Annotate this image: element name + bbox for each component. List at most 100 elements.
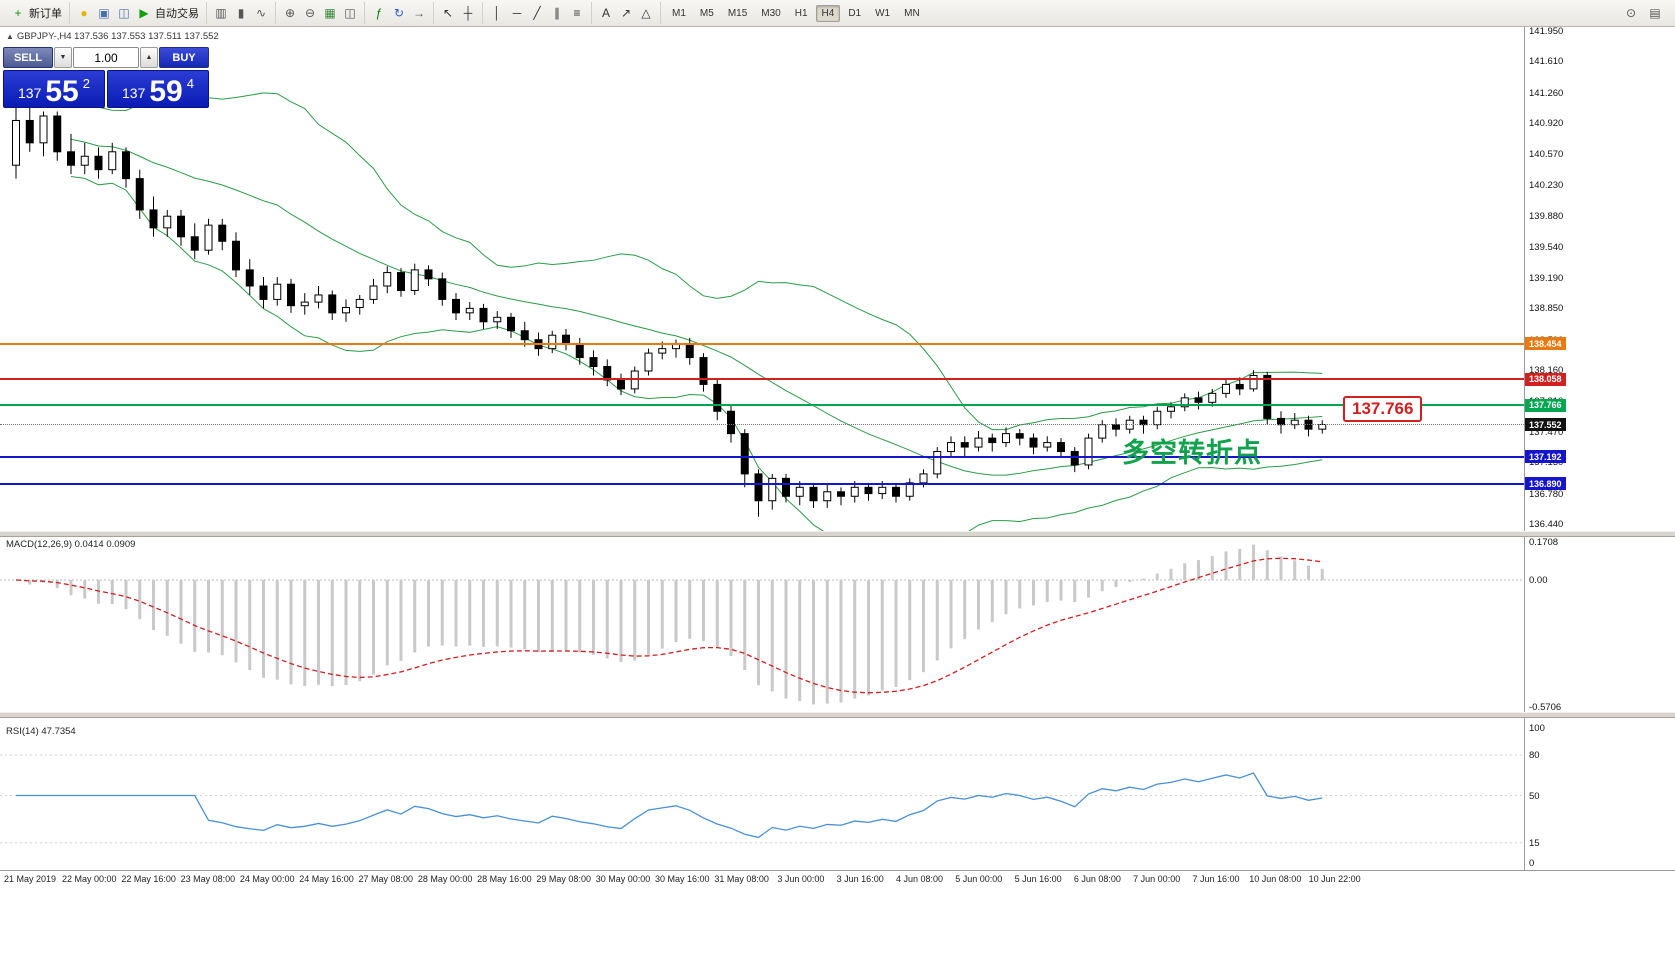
- sell-quote-panel[interactable]: 137 55 2: [3, 70, 105, 108]
- line-chart-button[interactable]: ∿: [251, 3, 271, 23]
- horizontal-line-136.890[interactable]: [0, 482, 1524, 485]
- timeframe-m15[interactable]: M15: [727, 7, 748, 19]
- price-scale-tick: 141.260: [1529, 87, 1564, 99]
- text-button[interactable]: A: [596, 3, 616, 23]
- crosshair-icon: ┼: [463, 6, 473, 20]
- tile-windows-icon: ◫: [344, 6, 356, 20]
- objects-button[interactable]: ↻: [389, 3, 409, 23]
- crosshair-button[interactable]: ┼: [458, 3, 478, 23]
- timeframe-m1[interactable]: M1: [672, 7, 686, 19]
- timeframe-m5[interactable]: M5: [699, 7, 714, 19]
- pane-divider[interactable]: [0, 531, 1675, 537]
- toolbar-group: ▥ ▮ ∿: [207, 2, 276, 24]
- zoom-out-button[interactable]: ⊖: [300, 3, 320, 23]
- rsi-scale-tick: 50: [1529, 790, 1540, 802]
- auto-trading-label: 自动交易: [155, 8, 199, 20]
- timeframe-h4[interactable]: H4: [815, 4, 841, 22]
- zoom-in-icon: ⊕: [284, 6, 296, 20]
- macd-scale-tick: -0.5706: [1529, 702, 1562, 713]
- rsi-scale-tick: 0: [1529, 858, 1535, 869]
- macd-indicator-pane[interactable]: [0, 537, 1524, 712]
- chart-shift-icon: →: [413, 6, 425, 20]
- price-scale-tick: 141.950: [1529, 26, 1564, 37]
- volume-input[interactable]: [73, 47, 139, 68]
- one-click-trade-widget: SELL ▼ ▲ BUY 137 55 2 137 59 4: [3, 47, 209, 108]
- layout-icon[interactable]: ▤: [1649, 6, 1661, 20]
- profiles-button[interactable]: ▣: [94, 3, 114, 23]
- tile-windows-button[interactable]: ◫: [340, 3, 360, 23]
- horizontal-line-138.058[interactable]: [0, 378, 1524, 381]
- toolbar-group: ↖ ┼: [434, 2, 483, 24]
- timeframe-buttons: M1 M5 M15 M30 H1 H4 D1 W1 MN: [661, 2, 931, 24]
- time-axis-label: 7 Jun 00:00: [1133, 874, 1181, 884]
- timeframe-m30[interactable]: M30: [761, 7, 781, 19]
- macd-scale-tick: 0.1708: [1529, 537, 1559, 548]
- price-chart-pane[interactable]: [0, 27, 1524, 531]
- shapes-button[interactable]: △: [636, 3, 656, 23]
- market-watch-button[interactable]: ◫: [114, 3, 134, 23]
- candlestick-chart-button[interactable]: ▮: [231, 3, 251, 23]
- timeframe-h1[interactable]: H1: [794, 7, 808, 19]
- buy-price-big: 59: [149, 74, 183, 108]
- bar-chart-icon: ▥: [215, 6, 227, 20]
- horizontal-line-137.192[interactable]: [0, 455, 1524, 458]
- grid-button[interactable]: ▦: [320, 3, 340, 23]
- buy-button[interactable]: BUY: [159, 47, 209, 68]
- search-icon[interactable]: ⊙: [1625, 6, 1637, 20]
- chart-symbol-header: ▲ GBPJPY-,H4 137.536 137.553 137.511 137.…: [6, 31, 219, 42]
- timeframe-mn[interactable]: MN: [904, 7, 920, 19]
- sell-button[interactable]: SELL: [3, 47, 53, 68]
- objects-icon: ↻: [393, 6, 405, 20]
- buy-price-prefix: 137: [122, 85, 146, 101]
- price-scale-tick: 138.160: [1529, 365, 1564, 377]
- new-order-button[interactable]: +: [8, 3, 28, 23]
- cursor-icon: ↖: [442, 6, 454, 20]
- arrow-tool-button[interactable]: ↗: [616, 3, 636, 23]
- volume-dropdown-button[interactable]: ▼: [54, 47, 72, 68]
- rsi-header: RSI(14) 47.7354: [6, 726, 76, 737]
- indicators-icon: ƒ: [375, 6, 383, 20]
- auto-trading-button[interactable]: ▶: [134, 3, 154, 23]
- price-scale-divider: [1524, 27, 1525, 870]
- vertical-line-button[interactable]: │: [487, 3, 507, 23]
- price-scale-tick: 137.470: [1529, 426, 1564, 438]
- horizontal-line-137.766[interactable]: [0, 404, 1524, 407]
- buy-quote-panel[interactable]: 137 59 4: [107, 70, 209, 108]
- line-chart-icon: ∿: [255, 6, 267, 20]
- cursor-button[interactable]: ↖: [438, 3, 458, 23]
- rsi-indicator-pane[interactable]: [0, 718, 1524, 870]
- volume-up-button[interactable]: ▲: [140, 47, 158, 68]
- sell-price-big: 55: [45, 74, 79, 108]
- timeframe-d1[interactable]: D1: [848, 7, 862, 19]
- time-axis-label: 22 May 00:00: [62, 874, 117, 884]
- horizontal-line-button[interactable]: ─: [507, 3, 527, 23]
- pane-divider[interactable]: [0, 712, 1675, 718]
- horizontal-line-138.454[interactable]: [0, 342, 1524, 345]
- time-axis-label: 28 May 16:00: [477, 874, 532, 884]
- price-scale-tick: 138.850: [1529, 303, 1564, 315]
- bar-chart-button[interactable]: ▥: [211, 3, 231, 23]
- channel-button[interactable]: ∥: [547, 3, 567, 23]
- zoom-in-button[interactable]: ⊕: [280, 3, 300, 23]
- bollinger-lower-band: [70, 176, 1323, 531]
- zoom-out-icon: ⊖: [304, 6, 316, 20]
- chart-annotation[interactable]: 多空转折点: [1122, 438, 1262, 468]
- price-tag-137.766: 137.766: [1525, 398, 1566, 412]
- profiles-icon: ▣: [98, 6, 110, 20]
- chart-window[interactable]: ▲ GBPJPY-,H4 137.536 137.553 137.511 137.…: [0, 26, 1675, 953]
- price-callout-label[interactable]: 137.766: [1343, 396, 1423, 422]
- horizontal-line-137.552[interactable]: [0, 424, 1524, 425]
- fibonacci-button[interactable]: ≡: [567, 3, 587, 23]
- time-axis-label: 28 May 00:00: [417, 874, 473, 884]
- toolbar-group: A ↗ △: [592, 2, 661, 24]
- timeframe-w1[interactable]: W1: [875, 7, 891, 19]
- lightbulb-button[interactable]: ●: [74, 3, 94, 23]
- toolbar-group: + 新订单: [4, 2, 70, 24]
- sell-price-sup: 2: [82, 76, 90, 91]
- price-scale-tick: 140.230: [1529, 179, 1564, 191]
- chart-shift-button[interactable]: →: [409, 3, 429, 23]
- indicators-button[interactable]: ƒ: [369, 3, 389, 23]
- trendline-button[interactable]: ╱: [527, 3, 547, 23]
- collapse-triangle-icon[interactable]: ▲: [6, 32, 14, 41]
- market-watch-icon: ◫: [118, 6, 130, 20]
